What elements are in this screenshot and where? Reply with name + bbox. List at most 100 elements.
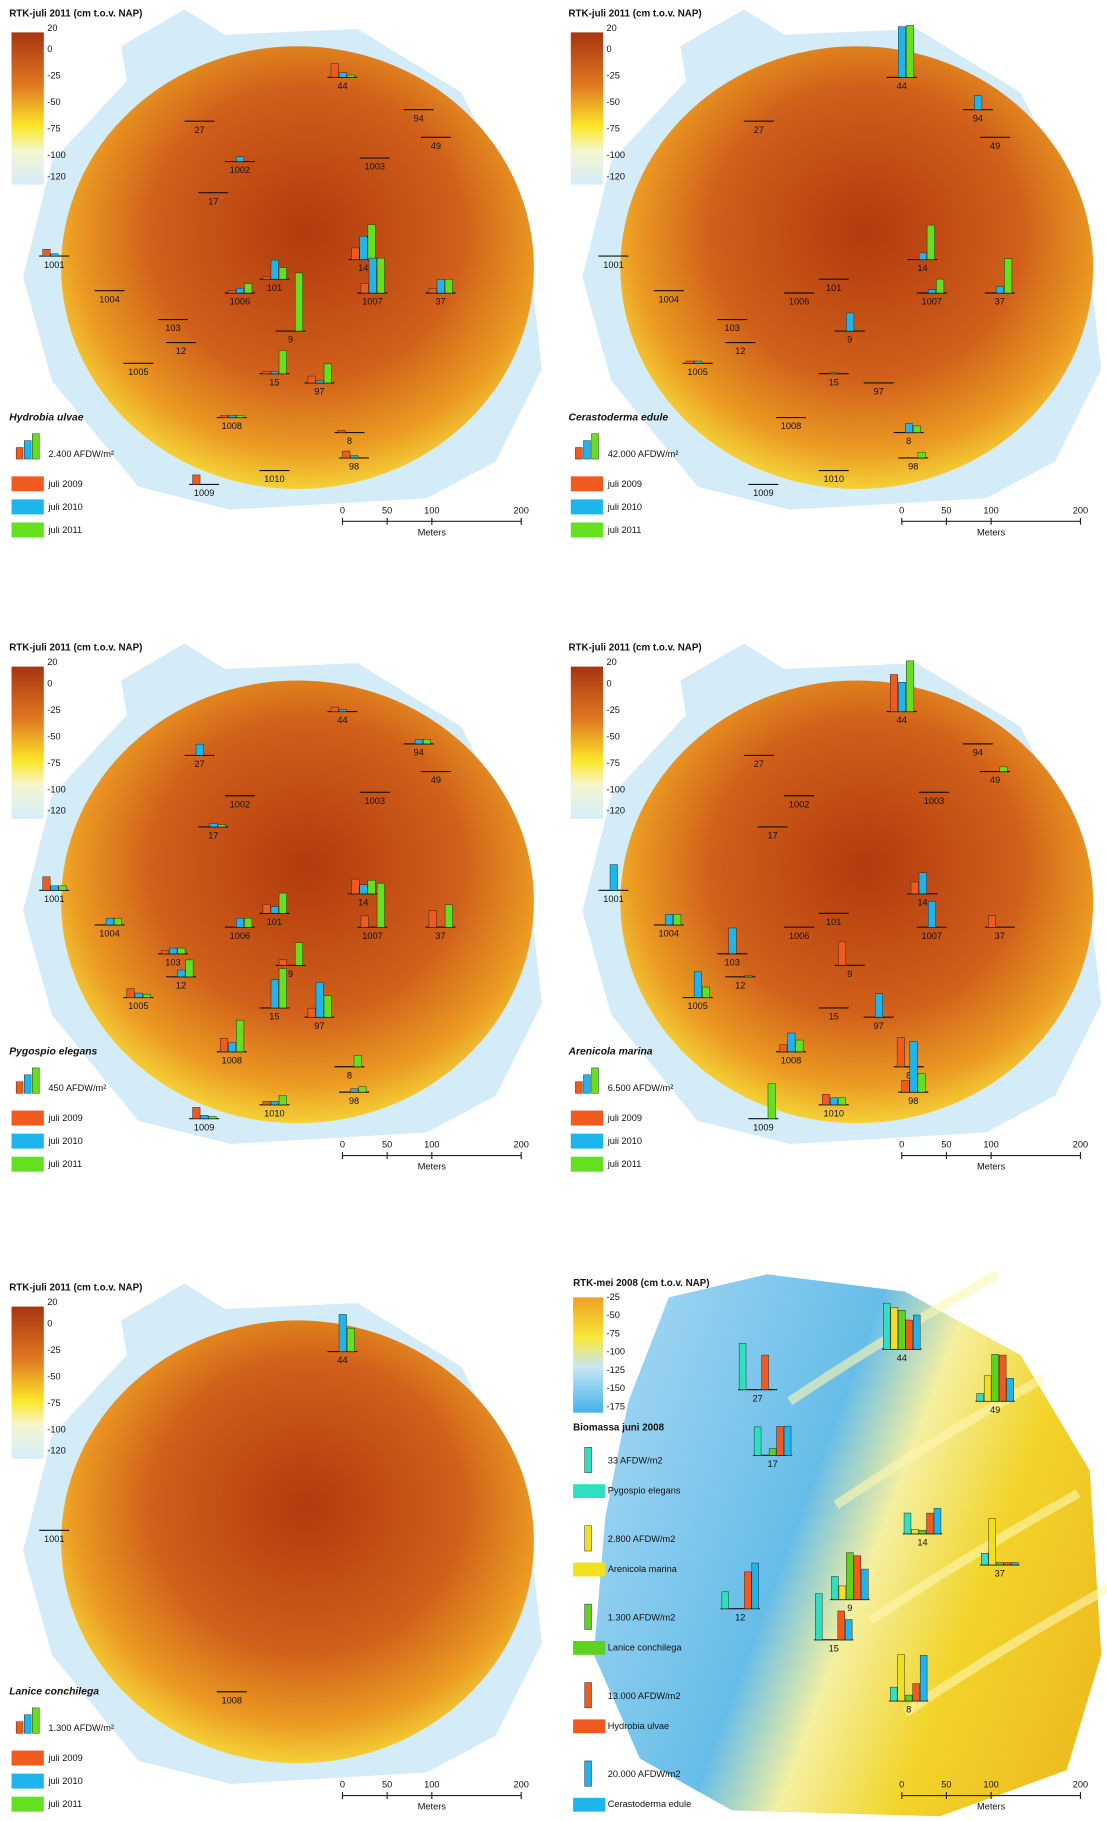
station-label: 27 [754,759,764,769]
legend-label: juli 2010 [47,502,82,512]
biomass-bar [999,1355,1006,1401]
biomass-bar [927,225,934,259]
colorbar-label: -100 [47,784,65,794]
station-label: 1010 [823,1108,844,1118]
biomass-bar [1011,1563,1018,1565]
scale-label: 0 [340,1780,345,1790]
biomass-bar [1004,259,1011,293]
station-label: 37 [995,931,1005,941]
biomass-bar [911,882,918,894]
biomass-bar [236,918,243,927]
legend-label: juli 2009 [607,479,642,489]
biomass-bar [263,904,270,913]
scale-unit: Meters [977,1162,1006,1172]
scale-label: 50 [941,1780,951,1790]
station-label: 98 [908,1096,918,1106]
station-label: 97 [314,387,324,397]
station-label: 12 [735,1612,745,1622]
station-label: 94 [413,748,423,758]
biomass-bar [279,1096,286,1105]
map-panel: RTK-juli 2011 (cm t.o.v. NAP)200-25-50-7… [9,9,542,538]
scale-label: 0 [340,505,345,515]
station-label: 27 [194,125,204,135]
legend-icon [592,1068,599,1093]
legend-icon [592,434,599,459]
legend-swatch [573,1563,605,1577]
biomass-bar [906,661,913,712]
station-label: 17 [208,831,218,841]
station-label: 94 [973,113,983,123]
reference-bar [585,1683,592,1708]
biomass-bar [928,901,935,927]
station-label: 103 [165,957,180,967]
scale-label: 50 [941,505,951,515]
reference-label: 1.300 AFDW/m2 [608,1612,676,1622]
biomass-bar [271,260,278,279]
biomass-bar [769,1449,776,1456]
biomass-bar [784,1426,791,1455]
station-label: 1009 [194,488,215,498]
biomass-bar [610,865,617,891]
station-label: 9 [847,969,852,979]
station-label: 1010 [823,474,844,484]
station-label: 1001 [603,894,624,904]
biomass-bar [897,1037,904,1066]
station-label: 97 [874,1021,884,1031]
legend-icon [16,448,23,460]
biomass-bar [196,744,203,755]
biomass-bar [228,415,235,417]
biomass-bar [910,1041,917,1092]
colorbar-title: RTK-juli 2011 (cm t.o.v. NAP) [568,643,701,654]
biomass-bar [694,361,701,363]
colorbar-label: -75 [47,1398,60,1408]
station-label: 98 [349,1096,359,1106]
biomass-bar [279,350,286,373]
map-panel: RTK-juli 2011 (cm t.o.v. NAP)200-25-50-7… [568,9,1101,538]
station-label: 44 [337,1355,347,1365]
scale-label: 200 [1073,505,1088,515]
biomass-bar [912,1529,919,1534]
biomass-bar [768,1084,775,1119]
station-label: 15 [269,1012,279,1022]
station-label: 17 [767,1459,777,1469]
legend-swatch [12,522,44,537]
biomass-bar [918,452,925,458]
biomass-bar [271,980,278,1008]
biomass-bar [744,1572,751,1609]
station-label: 8 [906,436,911,446]
station-label: 1008 [781,421,802,431]
legend-swatch [571,1157,603,1172]
species-name: Arenicola marina [567,1046,652,1057]
scale-label: 100 [424,1140,439,1150]
legend-swatch [12,499,44,514]
biomass-bar [316,982,323,1017]
station-label: 97 [314,1021,324,1031]
station-label: 97 [874,387,884,397]
colorbar-label: -50 [607,731,620,741]
station-label: 37 [995,297,1005,307]
station-label: 1004 [659,294,680,304]
legend-swatch [12,1797,44,1812]
biomass-bar [324,996,331,1017]
scale-label: 200 [514,1780,529,1790]
species-name: Cerastoderma edule [568,412,668,423]
colorbar-label: -120 [607,171,625,181]
colorbar-label: 20 [47,657,57,667]
colorbar-label: 20 [47,1297,57,1307]
colorbar-title: RTK-juli 2011 (cm t.o.v. NAP) [9,643,142,654]
biomass-bar [898,1655,905,1701]
biomass-bar [161,950,168,953]
colorbar-label: -50 [47,731,60,741]
reference-label: 20.000 AFDW/m2 [608,1769,681,1779]
biomass-bar [271,1101,278,1104]
scale-unit: Meters [418,1801,447,1811]
station-label: 44 [897,1353,907,1363]
biomass-bar [415,739,422,744]
colorbar-label: -175 [607,1401,625,1411]
page: {"series":[{"name":"juli 2009","color":"… [0,0,1107,1821]
biomass-bar [339,1314,346,1351]
species-name: Lanice conchilega [9,1686,99,1697]
scale-label: 200 [514,1140,529,1150]
map-panel: RTK-juli 2011 (cm t.o.v. NAP)200-25-50-7… [9,643,542,1172]
station-label: 1009 [194,1122,215,1132]
